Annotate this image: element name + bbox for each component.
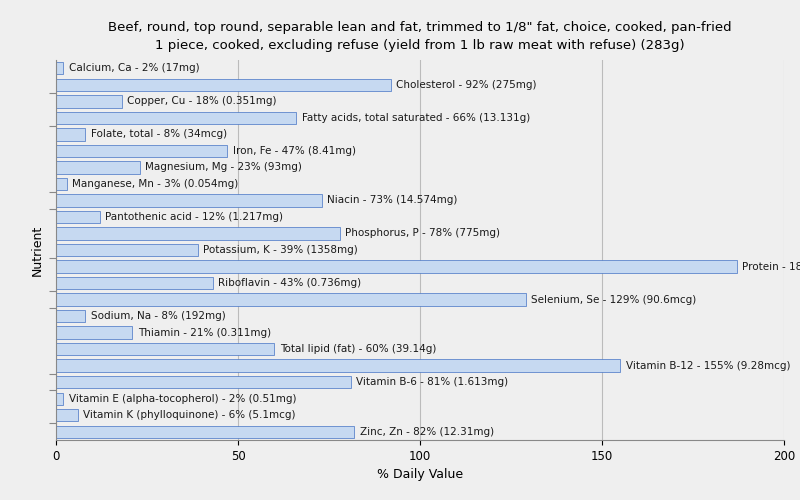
Title: Beef, round, top round, separable lean and fat, trimmed to 1/8" fat, choice, coo: Beef, round, top round, separable lean a… <box>108 21 732 52</box>
Bar <box>56 426 354 438</box>
Text: Copper, Cu - 18% (0.351mg): Copper, Cu - 18% (0.351mg) <box>127 96 277 106</box>
Bar <box>56 294 526 306</box>
Bar <box>56 211 100 223</box>
Bar <box>56 95 122 108</box>
Text: Vitamin B-6 - 81% (1.613mg): Vitamin B-6 - 81% (1.613mg) <box>356 377 509 387</box>
Text: Potassium, K - 39% (1358mg): Potassium, K - 39% (1358mg) <box>203 245 358 255</box>
Text: Vitamin K (phylloquinone) - 6% (5.1mcg): Vitamin K (phylloquinone) - 6% (5.1mcg) <box>83 410 296 420</box>
Bar <box>56 310 85 322</box>
Text: Magnesium, Mg - 23% (93mg): Magnesium, Mg - 23% (93mg) <box>145 162 302 172</box>
X-axis label: % Daily Value: % Daily Value <box>377 468 463 481</box>
Bar <box>56 343 274 355</box>
Text: Pantothenic acid - 12% (1.217mg): Pantothenic acid - 12% (1.217mg) <box>105 212 283 222</box>
Bar <box>56 144 227 157</box>
Bar <box>56 409 78 422</box>
Text: Riboflavin - 43% (0.736mg): Riboflavin - 43% (0.736mg) <box>218 278 361 288</box>
Text: Thiamin - 21% (0.311mg): Thiamin - 21% (0.311mg) <box>138 328 271 338</box>
Text: Zinc, Zn - 82% (12.31mg): Zinc, Zn - 82% (12.31mg) <box>360 426 494 436</box>
Text: Total lipid (fat) - 60% (39.14g): Total lipid (fat) - 60% (39.14g) <box>280 344 436 354</box>
Bar <box>56 360 620 372</box>
Text: Folate, total - 8% (34mcg): Folate, total - 8% (34mcg) <box>90 130 226 140</box>
Bar <box>56 178 67 190</box>
Bar <box>56 62 63 74</box>
Text: Sodium, Na - 8% (192mg): Sodium, Na - 8% (192mg) <box>90 311 226 321</box>
Bar <box>56 112 296 124</box>
Text: Calcium, Ca - 2% (17mg): Calcium, Ca - 2% (17mg) <box>69 64 199 74</box>
Y-axis label: Nutrient: Nutrient <box>30 224 43 276</box>
Text: Fatty acids, total saturated - 66% (13.131g): Fatty acids, total saturated - 66% (13.1… <box>302 113 530 123</box>
Text: Manganese, Mn - 3% (0.054mg): Manganese, Mn - 3% (0.054mg) <box>72 179 238 189</box>
Bar <box>56 260 737 272</box>
Bar <box>56 161 140 173</box>
Bar <box>56 326 133 339</box>
Text: Niacin - 73% (14.574mg): Niacin - 73% (14.574mg) <box>327 196 458 205</box>
Bar <box>56 244 198 256</box>
Text: Cholesterol - 92% (275mg): Cholesterol - 92% (275mg) <box>396 80 537 90</box>
Text: Protein - 187% (93.36g): Protein - 187% (93.36g) <box>742 262 800 272</box>
Bar <box>56 194 322 206</box>
Text: Iron, Fe - 47% (8.41mg): Iron, Fe - 47% (8.41mg) <box>233 146 355 156</box>
Text: Phosphorus, P - 78% (775mg): Phosphorus, P - 78% (775mg) <box>346 228 500 238</box>
Bar <box>56 392 63 405</box>
Bar <box>56 228 340 239</box>
Bar <box>56 78 391 91</box>
Bar <box>56 277 213 289</box>
Text: Vitamin B-12 - 155% (9.28mcg): Vitamin B-12 - 155% (9.28mcg) <box>626 360 790 370</box>
Text: Selenium, Se - 129% (90.6mcg): Selenium, Se - 129% (90.6mcg) <box>531 294 696 304</box>
Bar <box>56 376 351 388</box>
Bar <box>56 128 85 140</box>
Text: Vitamin E (alpha-tocopherol) - 2% (0.51mg): Vitamin E (alpha-tocopherol) - 2% (0.51m… <box>69 394 296 404</box>
